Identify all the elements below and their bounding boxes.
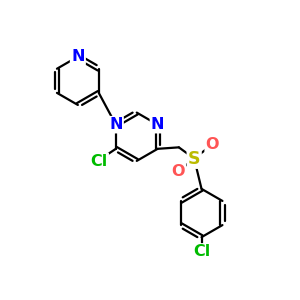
Text: S: S	[188, 149, 200, 167]
Text: N: N	[151, 117, 164, 132]
Text: Cl: Cl	[193, 244, 210, 260]
Text: Cl: Cl	[90, 154, 108, 169]
Text: N: N	[71, 49, 85, 64]
Text: O: O	[206, 137, 219, 152]
Text: N: N	[109, 117, 123, 132]
Text: O: O	[171, 164, 185, 179]
